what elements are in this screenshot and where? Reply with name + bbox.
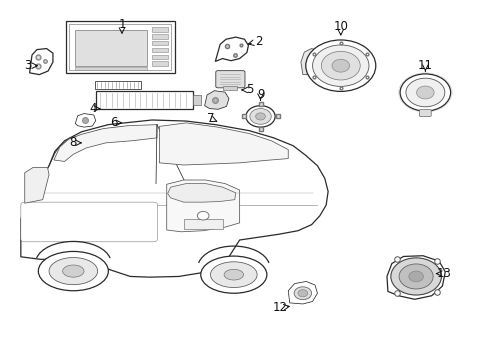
Text: 8: 8: [69, 136, 77, 149]
Polygon shape: [159, 123, 287, 165]
Ellipse shape: [62, 265, 84, 277]
Text: 3: 3: [24, 59, 32, 72]
FancyBboxPatch shape: [152, 62, 167, 66]
FancyBboxPatch shape: [75, 30, 147, 66]
FancyBboxPatch shape: [152, 41, 167, 45]
Ellipse shape: [255, 113, 265, 120]
Text: 6: 6: [110, 116, 118, 129]
Polygon shape: [54, 125, 157, 161]
FancyBboxPatch shape: [95, 81, 141, 89]
Ellipse shape: [293, 287, 311, 300]
Ellipse shape: [245, 106, 275, 127]
FancyBboxPatch shape: [183, 219, 222, 229]
Polygon shape: [215, 37, 248, 62]
Ellipse shape: [408, 271, 423, 282]
Polygon shape: [25, 167, 49, 203]
FancyBboxPatch shape: [21, 202, 157, 242]
FancyBboxPatch shape: [69, 24, 171, 70]
Polygon shape: [166, 180, 239, 232]
Polygon shape: [287, 282, 317, 304]
Ellipse shape: [305, 40, 375, 91]
Text: 2: 2: [255, 35, 262, 48]
Text: 9: 9: [256, 88, 264, 101]
Ellipse shape: [297, 290, 307, 297]
Ellipse shape: [399, 74, 450, 111]
Ellipse shape: [312, 45, 368, 86]
Polygon shape: [21, 120, 327, 277]
Ellipse shape: [416, 86, 433, 99]
Text: 5: 5: [245, 84, 252, 96]
FancyBboxPatch shape: [96, 91, 193, 109]
FancyBboxPatch shape: [75, 67, 147, 70]
FancyBboxPatch shape: [65, 21, 175, 73]
Ellipse shape: [390, 258, 441, 295]
Ellipse shape: [398, 264, 432, 289]
Ellipse shape: [405, 78, 444, 107]
Ellipse shape: [49, 257, 98, 285]
Text: 11: 11: [417, 59, 432, 72]
Circle shape: [197, 211, 208, 220]
Text: 10: 10: [333, 20, 347, 33]
Text: 13: 13: [435, 267, 450, 280]
Polygon shape: [386, 256, 445, 299]
Ellipse shape: [331, 59, 349, 72]
Ellipse shape: [210, 262, 257, 288]
FancyBboxPatch shape: [152, 27, 167, 32]
FancyBboxPatch shape: [152, 55, 167, 59]
Polygon shape: [204, 91, 228, 109]
Text: 1: 1: [118, 18, 125, 31]
FancyBboxPatch shape: [193, 95, 201, 105]
Ellipse shape: [249, 109, 271, 124]
Polygon shape: [167, 184, 235, 202]
FancyBboxPatch shape: [152, 34, 167, 39]
Ellipse shape: [224, 269, 243, 280]
Ellipse shape: [201, 256, 266, 293]
Text: 7: 7: [206, 112, 214, 125]
FancyBboxPatch shape: [215, 71, 244, 88]
FancyBboxPatch shape: [419, 110, 430, 116]
FancyBboxPatch shape: [152, 48, 167, 52]
Ellipse shape: [38, 251, 108, 291]
Polygon shape: [300, 49, 325, 75]
FancyBboxPatch shape: [222, 86, 237, 90]
Text: 12: 12: [272, 301, 287, 314]
Polygon shape: [30, 49, 53, 75]
Polygon shape: [75, 113, 96, 127]
Ellipse shape: [321, 51, 360, 80]
Text: 4: 4: [89, 102, 96, 115]
